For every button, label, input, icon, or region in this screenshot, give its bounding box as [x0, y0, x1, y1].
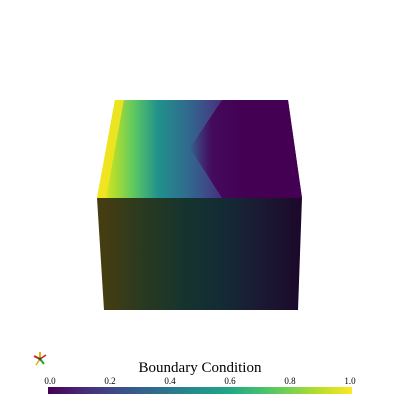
colorbar-tick-label: 0.4 — [164, 376, 176, 386]
cube-top-wedge — [190, 100, 302, 198]
colorbar-tick-label: 1.0 — [344, 376, 356, 386]
colorbar — [48, 387, 352, 394]
colorbar-tick-label: 0.6 — [224, 376, 236, 386]
colorbar-tick-label: 0.8 — [284, 376, 296, 386]
colorbar-tick-label: 0.0 — [44, 376, 56, 386]
cube-front-face — [97, 198, 302, 310]
colorbar-title: Boundary Condition — [138, 360, 262, 376]
cube-top-edge-band — [97, 100, 124, 198]
colorbar-tick-label: 0.2 — [104, 376, 116, 386]
orientation-axes-icon[interactable] — [31, 350, 49, 368]
